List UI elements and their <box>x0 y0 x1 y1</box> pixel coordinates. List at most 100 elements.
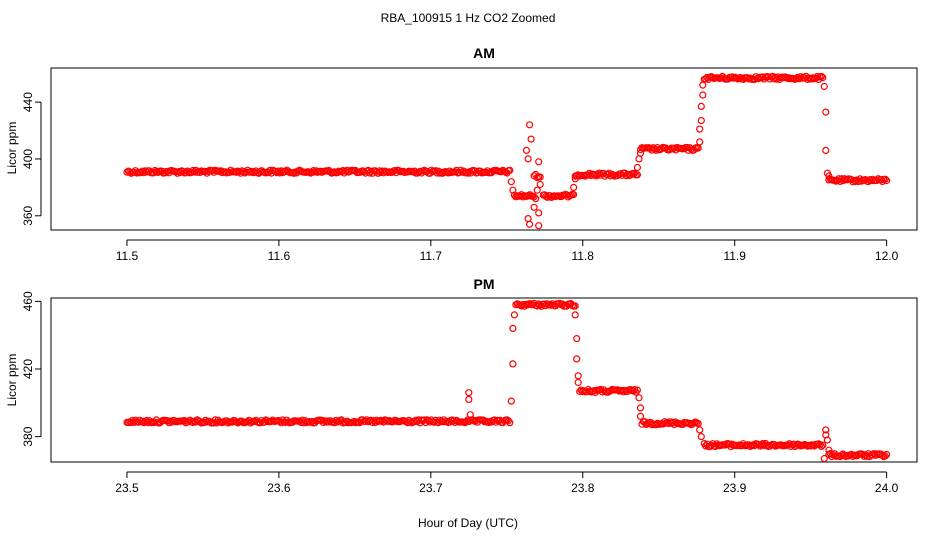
data-point <box>882 176 891 185</box>
data-point-transition <box>536 180 544 189</box>
data-point-transition <box>636 404 645 412</box>
data-segment-pm-4 <box>700 439 827 451</box>
y-tick-label: 360 <box>21 205 35 225</box>
data-point <box>882 450 891 459</box>
data-point-transition <box>633 163 642 172</box>
data-point-transition <box>571 175 579 183</box>
data-point <box>633 171 642 179</box>
data-point <box>881 452 889 460</box>
data-point-transition <box>573 355 581 363</box>
data-points-am <box>123 72 891 230</box>
data-point-transition <box>569 183 578 191</box>
data-point-transition <box>527 135 535 143</box>
data-point-transition <box>573 335 581 343</box>
data-point-transition <box>530 203 538 211</box>
data-point-transition <box>825 172 833 180</box>
data-point-transition <box>635 394 643 402</box>
data-point-transition <box>696 426 704 434</box>
data-point <box>817 72 826 81</box>
data-point <box>363 416 371 424</box>
data-point-transition <box>465 389 473 397</box>
data-point-transition <box>535 209 543 217</box>
data-segment-pm-0 <box>123 416 514 427</box>
data-point-transition <box>574 378 582 387</box>
data-point-transition <box>510 311 519 319</box>
data-point-transition <box>697 102 705 111</box>
data-point <box>819 441 827 449</box>
data-point-transition <box>825 446 833 454</box>
x-tick-label: 11.6 <box>268 249 291 263</box>
plot-frame-pm <box>50 297 918 463</box>
data-segment-am-0 <box>123 166 514 177</box>
panel-title-pm: PM <box>474 276 495 292</box>
data-points-pm <box>123 299 891 463</box>
data-point-transition <box>823 436 832 444</box>
data-point-transition <box>822 108 830 116</box>
data-segment-am-5 <box>636 143 702 154</box>
data-point <box>506 166 514 174</box>
y-axis-am: 360 400 440 <box>21 92 42 226</box>
data-point-transition <box>466 411 474 419</box>
x-tick-label: 11.8 <box>572 249 595 263</box>
y-tick-label: 460 <box>21 291 35 311</box>
data-point-transition <box>697 116 705 125</box>
data-point <box>816 441 824 449</box>
data-point <box>759 440 767 448</box>
data-point-transition <box>822 146 830 154</box>
data-point <box>530 193 538 201</box>
data-point <box>819 73 827 82</box>
y-axis-label-pm: Licor ppm <box>5 354 19 407</box>
x-tick-label: 23.9 <box>723 481 747 495</box>
data-point-transition <box>636 412 645 420</box>
x-tick-label: 11.9 <box>723 249 746 263</box>
plot-frame-am <box>50 67 918 231</box>
data-point-transition <box>509 324 517 332</box>
data-point-transition <box>507 397 515 405</box>
data-point <box>569 191 578 199</box>
data-point-transition <box>465 395 473 403</box>
data-point <box>504 417 512 425</box>
data-segment-am-7 <box>825 175 891 186</box>
data-point-transition <box>509 360 517 368</box>
data-point-transition <box>571 311 579 319</box>
y-axis-label-am: Licor ppm <box>5 122 19 175</box>
x-tick-label: 24.0 <box>875 481 899 495</box>
data-point-transition <box>822 426 830 434</box>
data-point-transition <box>820 455 828 463</box>
x-tick-label: 23.7 <box>419 481 443 495</box>
data-point-transition <box>535 222 543 230</box>
x-tick-label: 23.6 <box>267 481 291 495</box>
data-point <box>881 175 889 183</box>
y-tick-label: 380 <box>21 426 35 446</box>
x-tick-label: 11.5 <box>116 249 139 263</box>
data-point-transition <box>636 149 645 157</box>
data-point <box>506 419 514 427</box>
data-point <box>485 418 493 427</box>
y-axis-pm: 380 420 460 <box>21 291 42 447</box>
data-point-transition <box>696 125 704 133</box>
data-point-transition <box>696 138 704 146</box>
panel-title-am: AM <box>473 45 495 61</box>
x-axis-label: Hour of Day (UTC) <box>418 516 518 530</box>
data-point-transition <box>507 178 515 186</box>
data-segment-am-3 <box>539 190 578 201</box>
x-tick-label: 12.0 <box>875 249 899 263</box>
data-segment-pm-5 <box>825 450 891 461</box>
x-tick-label: 11.7 <box>420 249 443 263</box>
data-point <box>878 451 887 460</box>
data-segment-pm-3 <box>638 418 702 429</box>
panel-am: AM Licor ppm 11.5 11.6 11.7 11.8 11.9 12.0 36… <box>5 45 918 263</box>
data-point-transition <box>524 215 532 223</box>
data-point-transition <box>574 372 582 380</box>
data-point-transition <box>533 186 541 194</box>
data-point-transition <box>699 91 707 99</box>
x-axis-am: 11.5 11.6 11.7 11.8 11.9 12.0 <box>116 239 899 263</box>
y-tick-label: 440 <box>21 92 35 112</box>
data-segment-pm-1 <box>512 299 579 310</box>
x-tick-label: 23.5 <box>115 481 139 495</box>
data-point-transition <box>820 82 828 91</box>
data-segment-am-4 <box>571 169 642 180</box>
data-point-transition <box>535 158 543 166</box>
x-tick-label: 23.8 <box>571 481 595 495</box>
